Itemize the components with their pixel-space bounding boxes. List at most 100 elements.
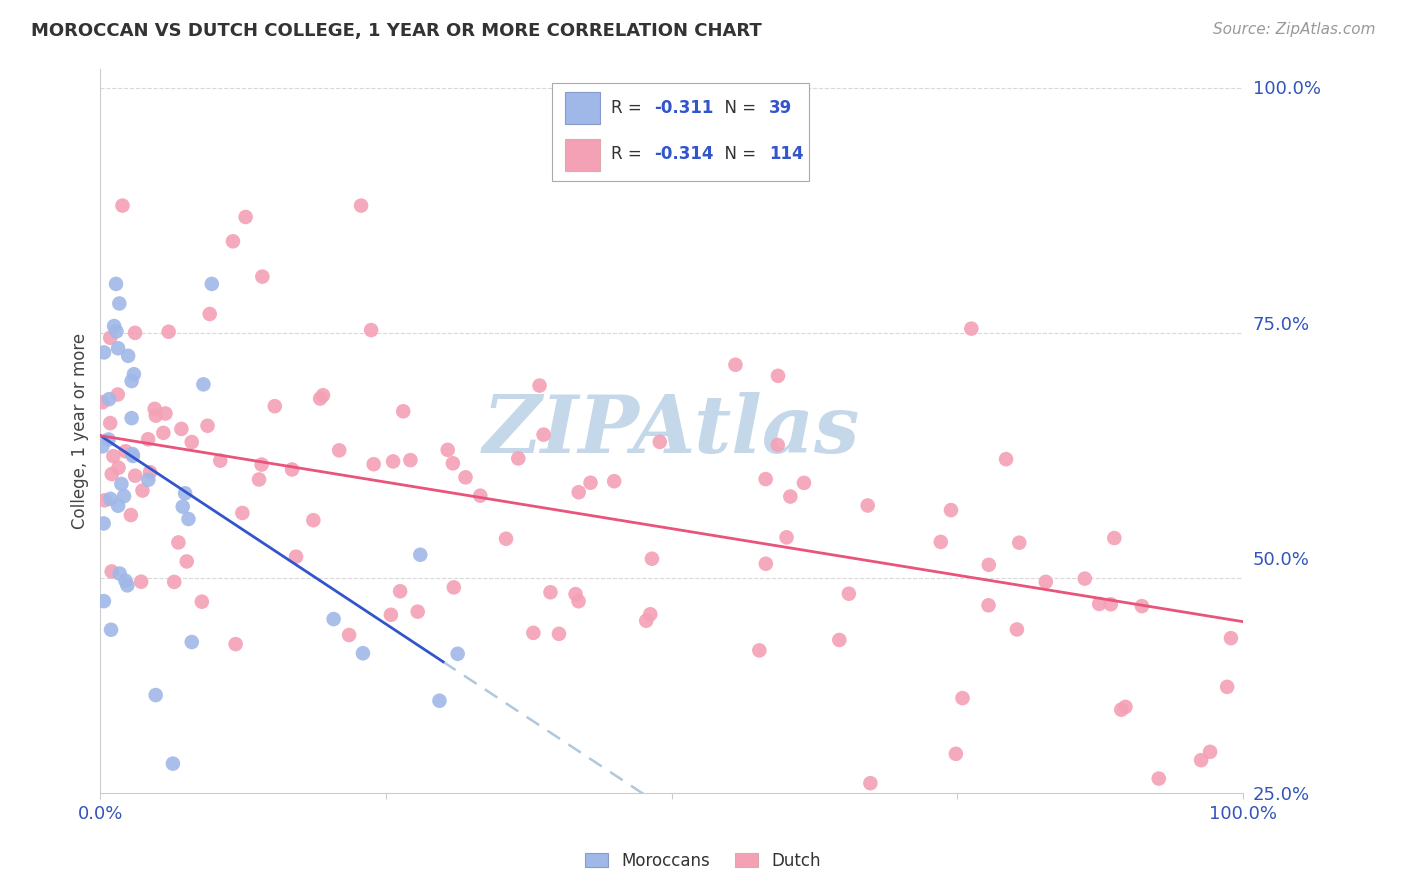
Point: [939, 503, 962, 517]
Point: [100, 623, 122, 637]
Point: [309, 392, 332, 406]
Point: [157, 325, 180, 339]
Point: [129, 574, 152, 589]
Y-axis label: College, 1 year or more: College, 1 year or more: [72, 333, 89, 529]
Point: [522, 625, 544, 640]
Point: [406, 605, 429, 619]
Point: [838, 587, 860, 601]
Text: -0.311: -0.311: [655, 99, 714, 117]
Point: [98, 392, 121, 407]
Point: [198, 307, 221, 321]
Point: [263, 399, 285, 413]
Point: [107, 341, 129, 355]
Point: [112, 489, 135, 503]
Point: [859, 776, 882, 790]
Point: [176, 554, 198, 568]
Text: 39: 39: [769, 99, 792, 117]
Point: [748, 643, 770, 657]
Point: [1074, 572, 1097, 586]
Text: N =: N =: [714, 145, 761, 163]
Point: [529, 378, 551, 392]
Point: [766, 438, 789, 452]
Point: [533, 427, 555, 442]
Point: [454, 470, 477, 484]
Point: [93, 594, 115, 608]
Point: [470, 489, 492, 503]
Point: [1035, 574, 1057, 589]
Point: [856, 499, 879, 513]
Point: [145, 688, 167, 702]
Point: [302, 513, 325, 527]
Point: [312, 388, 335, 402]
Point: [1104, 531, 1126, 545]
Point: [495, 532, 517, 546]
Point: [441, 456, 464, 470]
Text: ZIPAtlas: ZIPAtlas: [484, 392, 860, 469]
Point: [108, 566, 131, 581]
Point: [508, 451, 530, 466]
Point: [93, 493, 115, 508]
Point: [360, 323, 382, 337]
Point: [755, 472, 778, 486]
Point: [163, 574, 186, 589]
Point: [252, 269, 274, 284]
Point: [1130, 599, 1153, 614]
Point: [409, 548, 432, 562]
Point: [567, 594, 589, 608]
FancyBboxPatch shape: [565, 139, 600, 171]
Point: [436, 442, 458, 457]
Point: [636, 614, 658, 628]
Point: [952, 691, 974, 706]
Point: [945, 747, 967, 761]
Point: [766, 368, 789, 383]
Point: [328, 443, 350, 458]
Point: [929, 535, 952, 549]
Point: [775, 530, 797, 544]
Point: [389, 584, 412, 599]
Point: [977, 558, 1000, 572]
Point: [180, 635, 202, 649]
Point: [1109, 703, 1132, 717]
Point: [124, 326, 146, 340]
Point: [117, 349, 139, 363]
Text: R =: R =: [612, 99, 647, 117]
Point: [779, 490, 801, 504]
Point: [110, 477, 132, 491]
Point: [1114, 699, 1136, 714]
Point: [793, 475, 815, 490]
Point: [107, 387, 129, 401]
Point: [191, 595, 214, 609]
Point: [121, 447, 143, 461]
Point: [380, 607, 402, 622]
Point: [443, 581, 465, 595]
Point: [139, 465, 162, 479]
Point: [177, 512, 200, 526]
Point: [222, 235, 245, 249]
Point: [103, 449, 125, 463]
Point: [124, 468, 146, 483]
Point: [447, 647, 470, 661]
Point: [960, 321, 983, 335]
Point: [120, 508, 142, 522]
Point: [640, 607, 662, 622]
Point: [977, 599, 1000, 613]
Point: [564, 587, 586, 601]
Point: [155, 407, 177, 421]
Point: [322, 612, 344, 626]
Point: [131, 483, 153, 498]
Point: [122, 368, 145, 382]
Point: [91, 439, 114, 453]
Point: [170, 422, 193, 436]
Point: [107, 460, 129, 475]
Point: [117, 578, 139, 592]
Point: [136, 432, 159, 446]
Point: [755, 557, 778, 571]
Point: [1088, 597, 1111, 611]
Point: [108, 296, 131, 310]
FancyBboxPatch shape: [565, 92, 600, 124]
Point: [337, 628, 360, 642]
Legend: Moroccans, Dutch: Moroccans, Dutch: [579, 847, 827, 875]
Point: [540, 585, 562, 599]
Point: [1189, 753, 1212, 767]
Point: [839, 874, 862, 888]
